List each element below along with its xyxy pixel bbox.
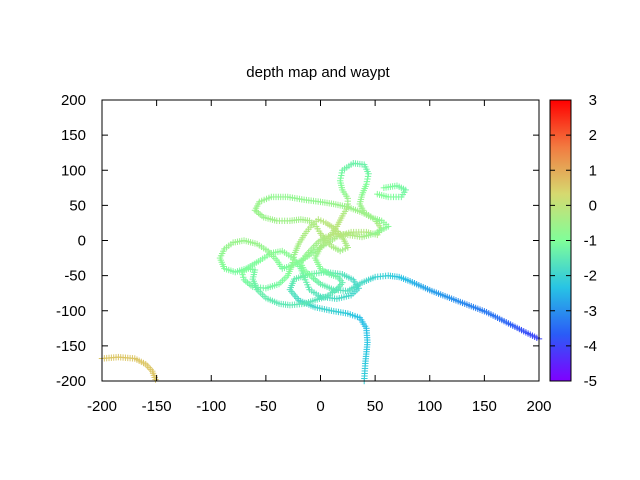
x-tick-label: 100 (417, 398, 442, 415)
y-tick-label: -50 (64, 268, 86, 285)
data-point (363, 178, 371, 185)
x-tick-label: -50 (255, 398, 277, 415)
data-point (289, 259, 296, 266)
y-tick-label: 200 (61, 92, 86, 109)
colorbar-tick-label: -4 (584, 338, 597, 355)
chart-title: depth map and waypt (246, 64, 390, 81)
x-tick-label: 50 (367, 398, 384, 415)
x-tick-label: -200 (87, 398, 117, 415)
data-point (289, 256, 297, 264)
colorbar-tick-label: -2 (584, 268, 597, 285)
x-tick-label: -100 (196, 398, 226, 415)
data-point (364, 173, 372, 180)
data-points (98, 160, 543, 385)
y-axis: 200 150 100 50 0 -50 -100 -150 -200 (56, 92, 539, 390)
data-point (152, 376, 159, 383)
colorbar-tick-label: -1 (584, 233, 597, 250)
x-tick-label: -150 (142, 398, 172, 415)
y-tick-label: -200 (56, 373, 86, 390)
colorbar: 3 2 1 0 -1 -2 -3 -4 -5 (549, 92, 597, 390)
data-point (337, 174, 344, 182)
colorbar-tick-label: 2 (589, 127, 597, 144)
colorbar-tick-label: 3 (589, 92, 597, 109)
y-tick-label: -150 (56, 338, 86, 355)
x-tick-label: 200 (526, 398, 551, 415)
data-point (365, 170, 372, 177)
colorbar-ticks: 3 2 1 0 -1 -2 -3 -4 -5 (550, 92, 597, 390)
colorbar-tick-label: -3 (584, 303, 597, 320)
y-tick-label: 100 (61, 162, 86, 179)
data-point (364, 175, 371, 183)
x-tick-label: 150 (472, 398, 497, 415)
data-point (338, 172, 345, 179)
colorbar-tick-label: 1 (589, 162, 597, 179)
y-tick-label: -100 (56, 303, 86, 320)
colorbar-tick-label: 0 (589, 197, 597, 214)
x-axis: -200 -150 -100 -50 0 50 100 150 200 (87, 100, 552, 415)
plot-area: -200 -150 -100 -50 0 50 100 150 200 200 150 100 50 0… (56, 92, 552, 415)
colorbar-tick-label: -5 (584, 373, 597, 390)
x-tick-label: 0 (316, 398, 324, 415)
data-point (336, 177, 344, 184)
y-tick-label: 150 (61, 127, 86, 144)
data-point (338, 169, 346, 177)
data-point (374, 190, 381, 198)
data-point (291, 251, 298, 258)
y-tick-label: 0 (78, 233, 86, 250)
data-point (290, 253, 297, 261)
y-tick-label: 50 (69, 197, 86, 214)
